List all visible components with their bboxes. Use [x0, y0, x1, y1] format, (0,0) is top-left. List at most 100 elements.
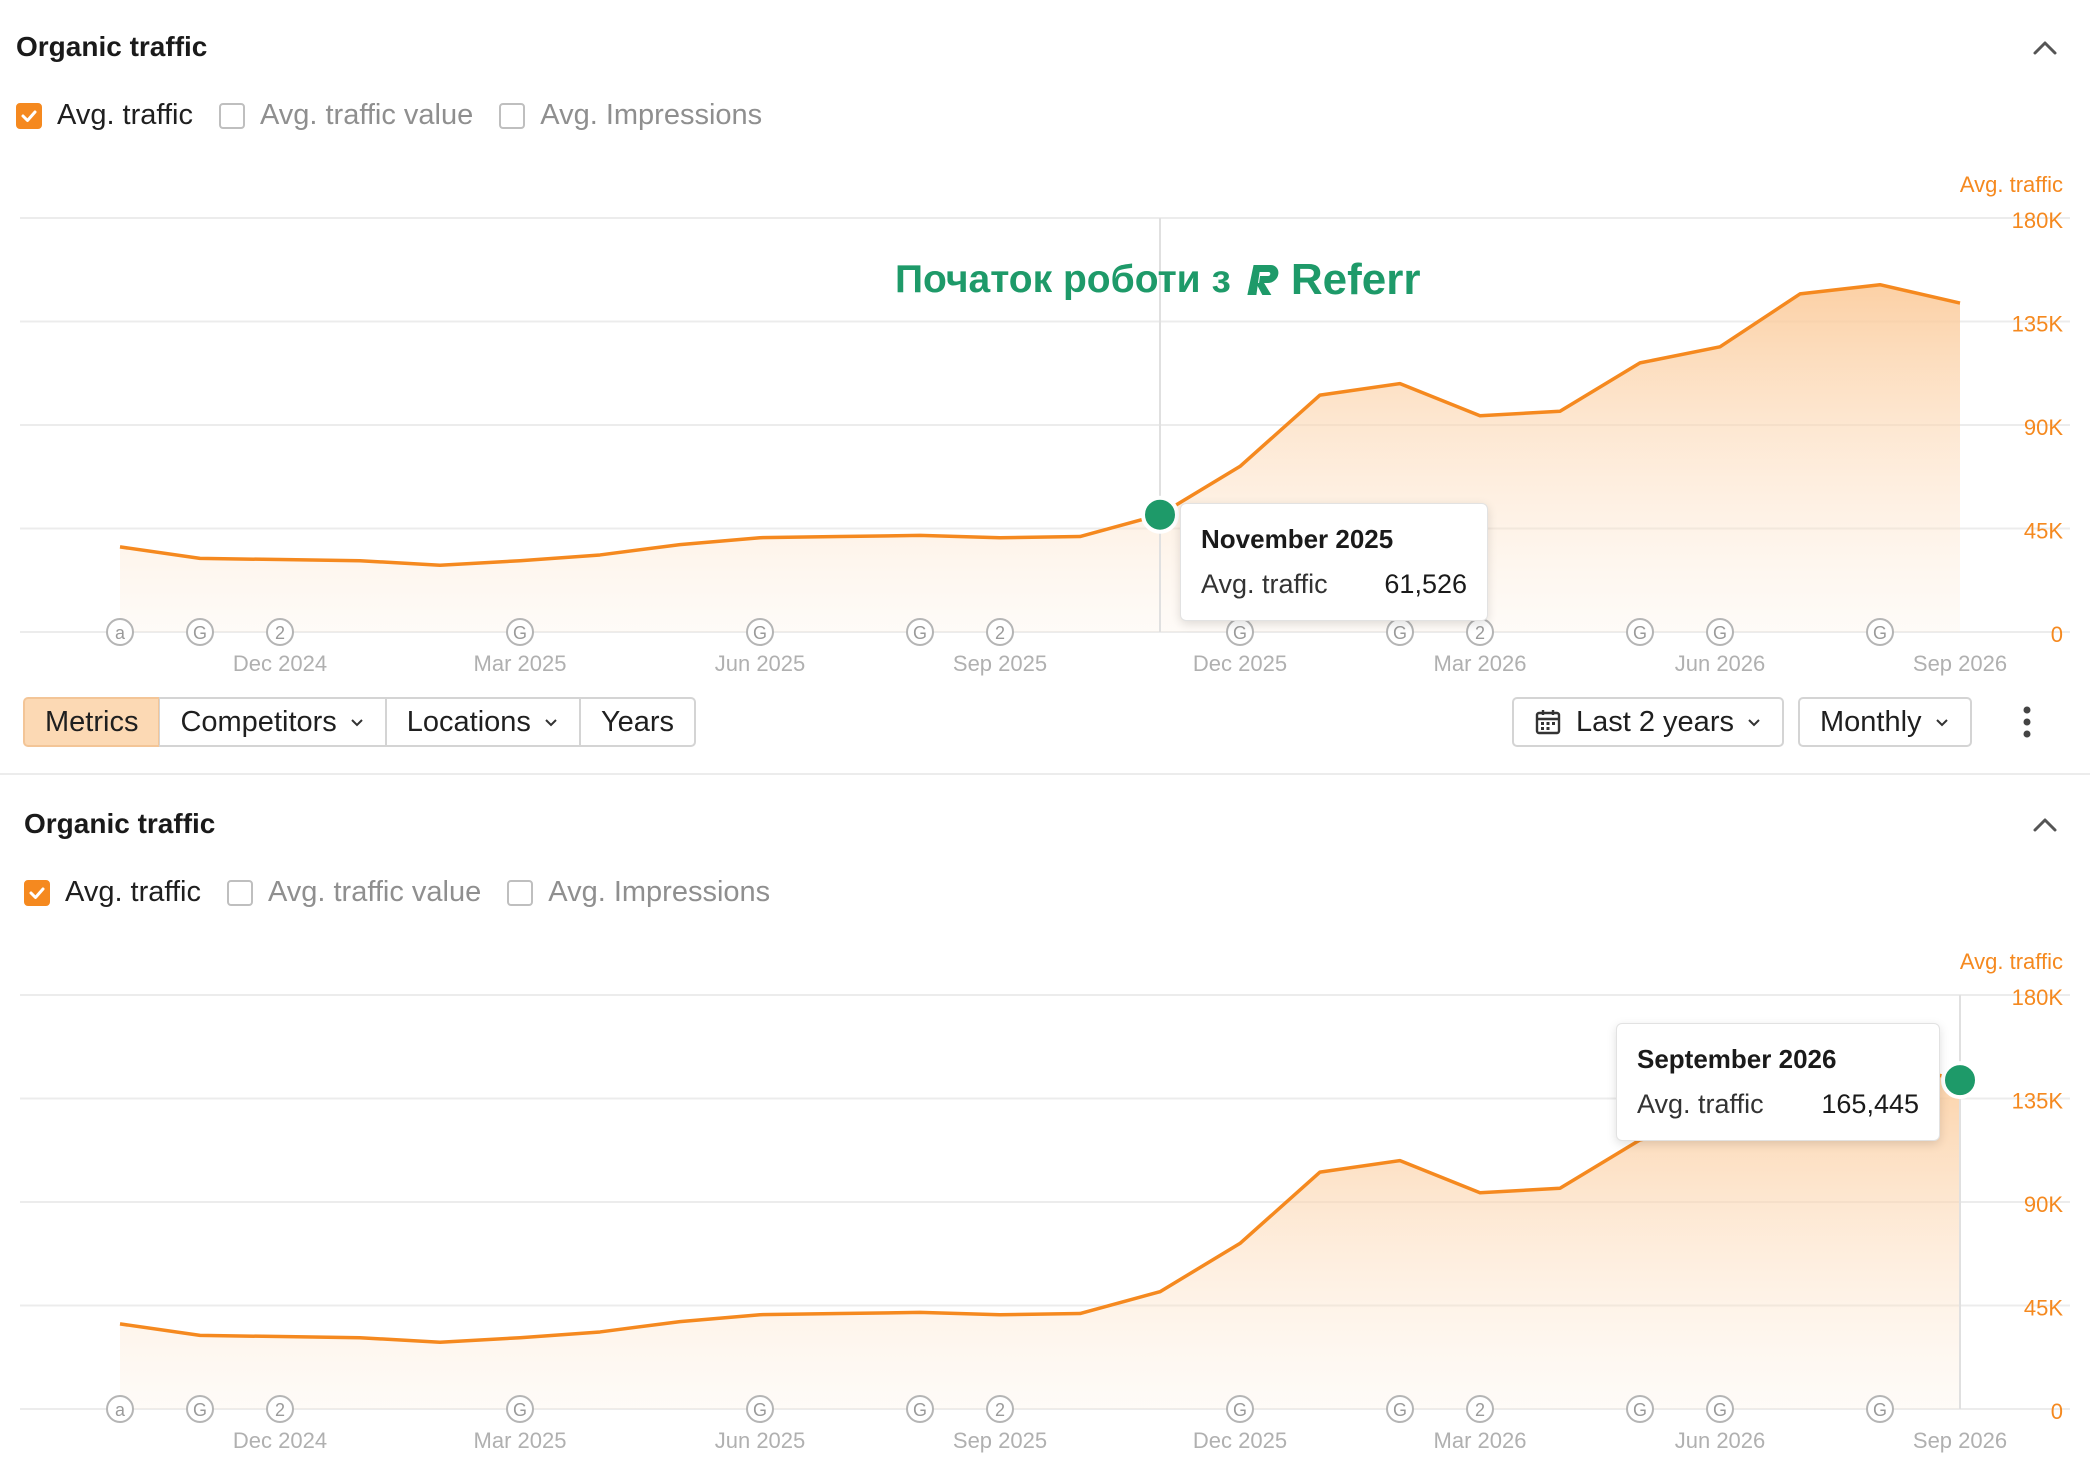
- event-marker-icon[interactable]: G: [506, 1395, 534, 1423]
- event-marker-icon[interactable]: 2: [986, 1395, 1014, 1423]
- event-marker-icon[interactable]: G: [746, 618, 774, 646]
- x-tick-label: Jun 2026: [1675, 651, 1766, 676]
- y-tick-label: 0: [2051, 622, 2063, 647]
- event-marker-icon[interactable]: 2: [1466, 1395, 1494, 1423]
- metric-checkbox-label: Avg. Impressions: [548, 876, 771, 908]
- checkbox-unchecked-icon[interactable]: [507, 879, 534, 906]
- y-tick-label: 0: [2051, 1399, 2063, 1424]
- event-marker-icon[interactable]: G: [1706, 618, 1734, 646]
- highlight-point[interactable]: [1941, 1061, 1979, 1100]
- checkbox-unchecked-icon[interactable]: [499, 102, 526, 129]
- y-tick-label: 135K: [2012, 312, 2064, 337]
- x-tick-label: Jun 2025: [715, 651, 806, 676]
- event-marker-label: G: [913, 623, 927, 643]
- event-marker-label: G: [753, 1400, 767, 1420]
- chevron-down-icon: [1748, 719, 1760, 727]
- metric-checkbox-3[interactable]: Avg. Impressions: [507, 876, 770, 909]
- panel-title: Organic traffic: [24, 808, 216, 839]
- event-marker-label: a: [115, 1400, 126, 1420]
- metric-checkbox-2[interactable]: Avg. traffic value: [226, 876, 481, 909]
- event-marker-label: 2: [1475, 623, 1485, 643]
- event-marker-label: G: [1873, 623, 1887, 643]
- checkbox-checked-icon[interactable]: [16, 102, 42, 129]
- collapse-chevron-icon[interactable]: [2025, 805, 2065, 845]
- x-tick-label: Sep 2025: [953, 1428, 1047, 1453]
- event-marker-icon[interactable]: G: [1706, 1395, 1734, 1423]
- event-marker-label: G: [913, 1400, 927, 1420]
- traffic-line: [119, 282, 1961, 568]
- x-tick-label: Mar 2025: [474, 1428, 567, 1453]
- event-marker-icon[interactable]: G: [1866, 1395, 1894, 1423]
- event-marker-label: 2: [995, 623, 1005, 643]
- highlight-point[interactable]: [1141, 495, 1179, 534]
- event-marker-icon[interactable]: 2: [266, 1395, 294, 1423]
- event-marker-label: 2: [1475, 1400, 1485, 1420]
- event-marker-icon[interactable]: G: [186, 618, 214, 646]
- x-tick-label: Jun 2026: [1675, 1428, 1766, 1453]
- event-marker-icon[interactable]: 2: [266, 618, 294, 646]
- event-marker-label: G: [513, 1400, 527, 1420]
- x-tick-label: Jun 2025: [715, 1428, 806, 1453]
- event-marker-label: G: [1633, 623, 1647, 643]
- referr-logo-icon: [1247, 265, 1279, 295]
- toolbar-tab-metrics[interactable]: Metrics: [23, 697, 160, 747]
- event-marker-icon[interactable]: G: [186, 1395, 214, 1423]
- metric-checkbox-3[interactable]: Avg. Impressions: [499, 99, 762, 132]
- x-tick-label: Mar 2025: [474, 651, 567, 676]
- event-marker-icon[interactable]: G: [506, 618, 534, 646]
- event-marker-icon[interactable]: G: [1626, 618, 1654, 646]
- date-range-label: Last 2 years: [1576, 705, 1734, 738]
- event-marker-icon[interactable]: 2: [1466, 618, 1494, 646]
- y-tick-label: 180K: [2012, 208, 2064, 233]
- x-tick-label: Sep 2026: [1913, 1428, 2007, 1453]
- event-marker-icon[interactable]: G: [746, 1395, 774, 1423]
- collapse-chevron-icon[interactable]: [2025, 28, 2065, 68]
- metric-checkbox-1[interactable]: Avg. traffic: [16, 99, 193, 132]
- event-marker-label: G: [753, 623, 767, 643]
- metric-checkbox-label: Avg. Impressions: [540, 99, 763, 131]
- tooltip-value: 61,526: [1384, 569, 1467, 599]
- checkbox-unchecked-icon[interactable]: [218, 102, 245, 129]
- event-marker-icon[interactable]: G: [1226, 1395, 1254, 1423]
- chevron-down-icon: [545, 719, 557, 727]
- metric-checkbox-row: Avg. traffic Avg. traffic value Avg. Impre…: [24, 876, 796, 909]
- event-marker-icon[interactable]: G: [1626, 1395, 1654, 1423]
- event-marker-label: G: [1713, 1400, 1727, 1420]
- x-tick-label: Dec 2025: [1193, 1428, 1287, 1453]
- toolbar-tab-competitors[interactable]: Competitors: [159, 697, 386, 747]
- y-tick-label: 45K: [2024, 519, 2063, 544]
- toolbar-tab-locations[interactable]: Locations: [385, 697, 580, 747]
- calendar-icon: [1535, 710, 1561, 735]
- x-tick-label: Sep 2026: [1913, 651, 2007, 676]
- x-tick-label: Dec 2025: [1193, 651, 1287, 676]
- checkbox-unchecked-icon[interactable]: [226, 879, 253, 906]
- event-marker-icon[interactable]: G: [1386, 1395, 1414, 1423]
- event-marker-label: G: [1233, 1400, 1247, 1420]
- chart-tooltip: September 2026 Avg. traffic 165,445: [1616, 1023, 1940, 1141]
- event-marker-icon[interactable]: 2: [986, 618, 1014, 646]
- event-marker-label: G: [1713, 623, 1727, 643]
- event-marker-icon[interactable]: G: [1226, 618, 1254, 646]
- y-tick-label: 90K: [2024, 1192, 2063, 1217]
- metric-checkbox-2[interactable]: Avg. traffic value: [218, 99, 473, 132]
- event-marker-icon[interactable]: G: [1866, 618, 1894, 646]
- event-marker-icon[interactable]: a: [106, 1395, 134, 1423]
- date-range-dropdown[interactable]: Last 2 years: [1512, 697, 1784, 747]
- checkbox-checked-icon[interactable]: [24, 879, 50, 906]
- toolbar-tab-label: Metrics: [45, 705, 139, 738]
- event-marker-icon[interactable]: G: [1386, 618, 1414, 646]
- toolbar-tab-years[interactable]: Years: [579, 697, 697, 747]
- tooltip-title: September 2026: [1637, 1044, 1837, 1074]
- event-marker-icon[interactable]: G: [906, 618, 934, 646]
- granularity-dropdown[interactable]: Monthly: [1798, 697, 1972, 747]
- event-marker-icon[interactable]: a: [106, 618, 134, 646]
- more-options-icon[interactable]: [2012, 702, 2042, 742]
- event-marker-icon[interactable]: G: [906, 1395, 934, 1423]
- metric-checkbox-1[interactable]: Avg. traffic: [24, 876, 201, 909]
- y-tick-label: 135K: [2012, 1089, 2064, 1114]
- y-tick-label: 90K: [2024, 415, 2063, 440]
- event-marker-label: G: [513, 623, 527, 643]
- y-axis-title: Avg. traffic: [1960, 949, 2063, 974]
- y-tick-label: 180K: [2012, 985, 2064, 1010]
